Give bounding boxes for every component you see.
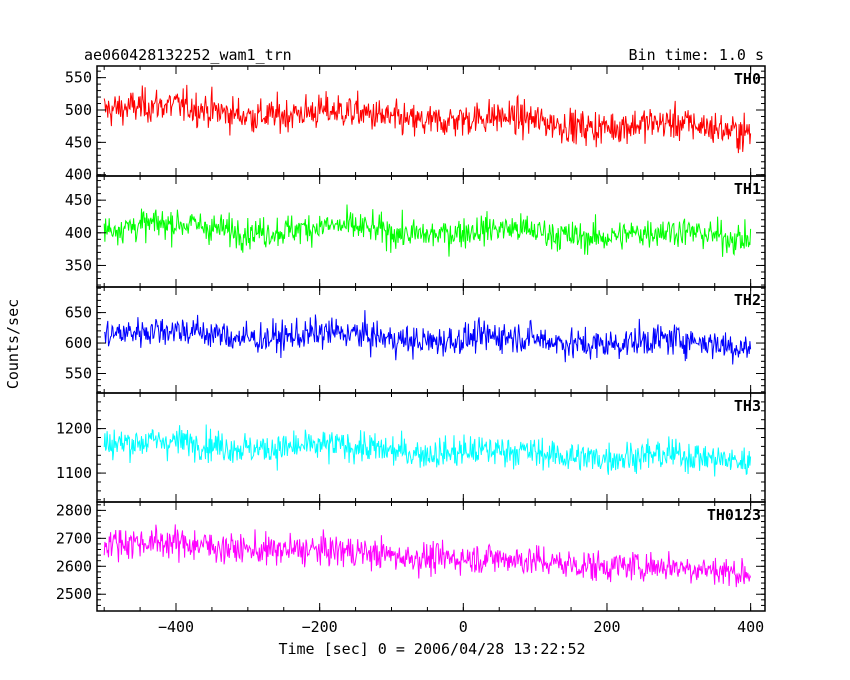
y-tick-label: 550: [65, 365, 92, 383]
y-tick-label: 550: [65, 69, 92, 87]
series-line-th2: [103, 310, 752, 365]
panel-label: TH0: [734, 70, 761, 88]
y-tick-label: 400: [65, 224, 92, 242]
y-tick-label: 500: [65, 101, 92, 119]
y-tick-label: 600: [65, 334, 92, 352]
panels-group: 400 450 500 550 TH0 350 400 450 TH1 550 600 650 TH2 1…: [56, 65, 766, 612]
y-tick-label: 1100: [56, 464, 92, 482]
series-line-th3: [103, 424, 752, 477]
panel-label: TH1: [734, 180, 761, 198]
y-tick-label: 450: [65, 133, 92, 151]
panel-label: TH3: [734, 397, 761, 415]
panel-label: TH0123: [707, 506, 761, 524]
bin-time-label: Bin time: 1.0 s: [629, 46, 764, 64]
x-tick-label: 200: [593, 618, 620, 636]
x-tick-label: 400: [737, 618, 764, 636]
x-axis-label: Time [sec] 0 = 2006/04/28 13:22:52: [278, 640, 585, 658]
y-tick-label: 2600: [56, 557, 92, 575]
panel-label: TH2: [734, 291, 761, 309]
x-tick-labels: −400 −200 0 200 400: [158, 618, 764, 636]
y-tick-label: 2800: [56, 501, 92, 519]
x-tick-label: 0: [459, 618, 468, 636]
panel-th3: 1100 1200 TH3: [56, 392, 766, 503]
y-tick-label: 2500: [56, 585, 92, 603]
x-tick-label: −200: [302, 618, 338, 636]
y-tick-label: 450: [65, 191, 92, 209]
y-tick-label: 1200: [56, 420, 92, 438]
series-line-th1: [103, 204, 752, 257]
chart-title: ae060428132252_wam1_trn: [84, 46, 292, 64]
y-axis-label: Counts/sec: [4, 299, 22, 389]
x-tick-label: −400: [158, 618, 194, 636]
y-tick-label: 2700: [56, 529, 92, 547]
panel-th0: 400 450 500 550 TH0: [65, 65, 766, 184]
panel-th0123: 2500 2600 2700 2800 TH0123: [56, 501, 766, 612]
y-tick-label: 350: [65, 256, 92, 274]
series-line-th0: [103, 84, 752, 154]
panel-th2: 550 600 650 TH2: [65, 286, 766, 394]
panel-frame: [96, 501, 766, 612]
y-tick-label: 400: [65, 166, 92, 184]
panel-th1: 350 400 450 TH1: [65, 175, 766, 288]
series-line-th0123: [103, 524, 752, 588]
y-tick-label: 650: [65, 304, 92, 322]
